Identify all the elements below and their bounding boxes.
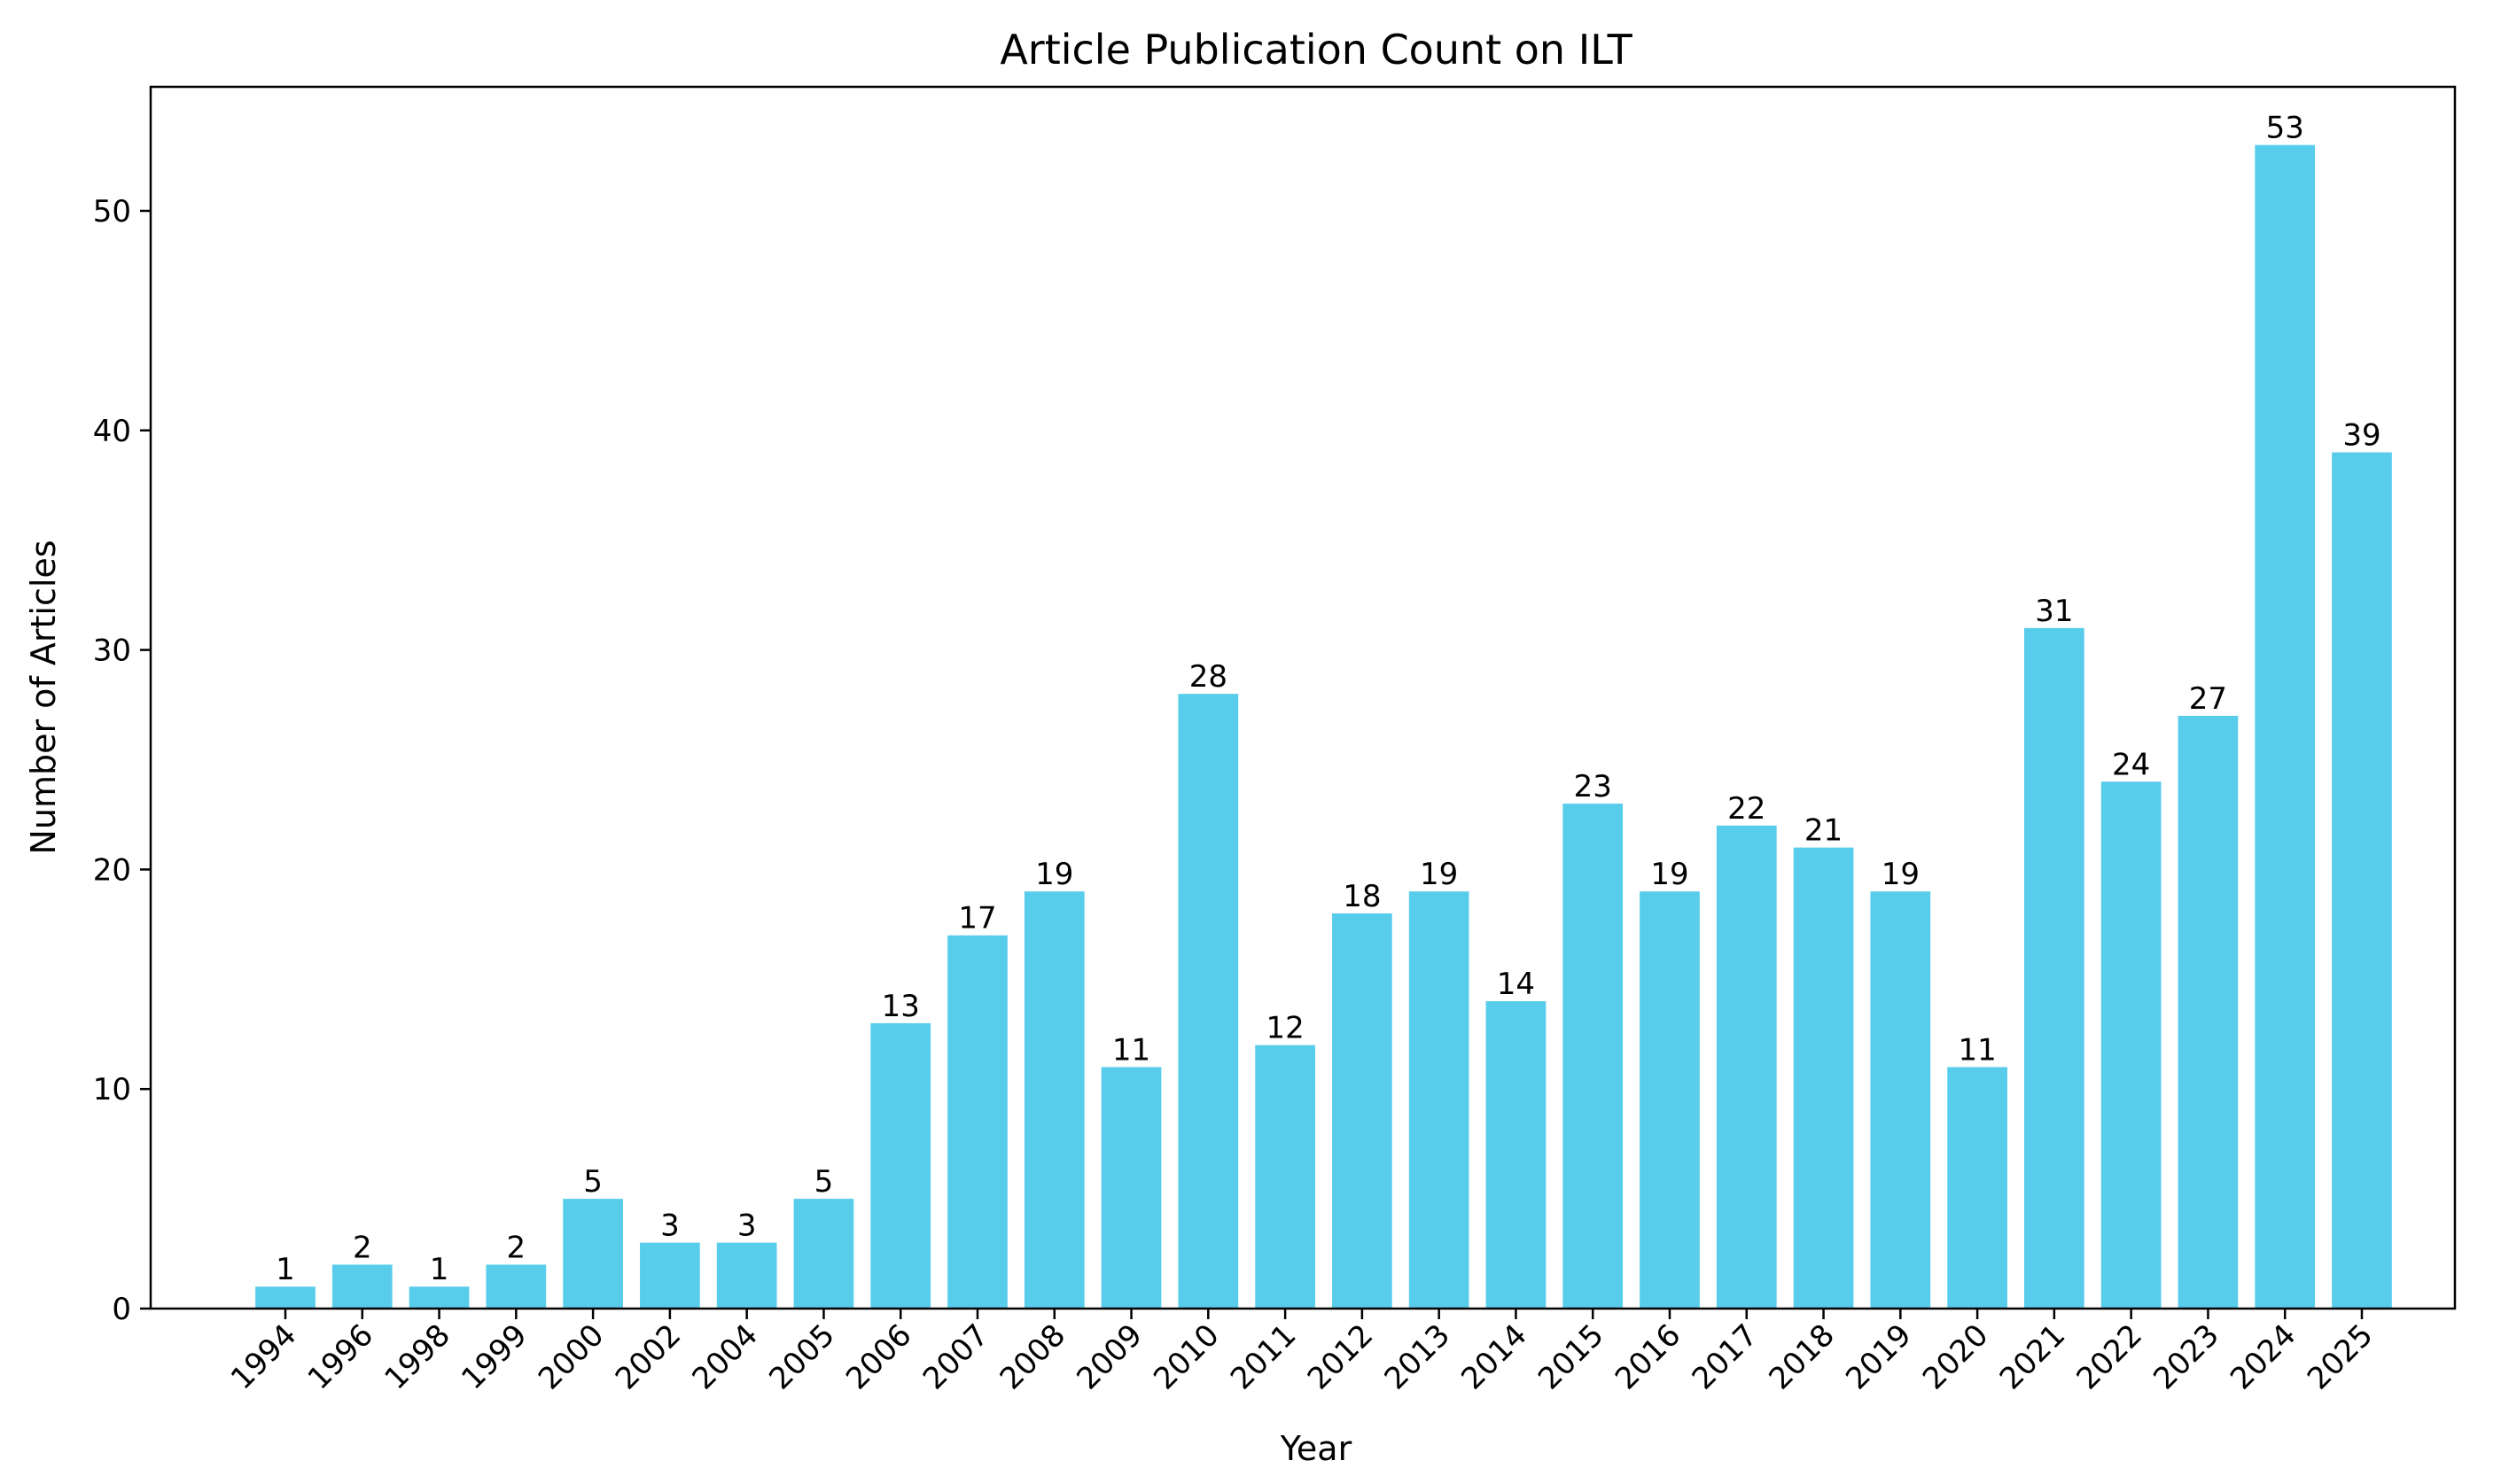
data-label-2014: 14 [1497,967,1535,1002]
bar-2011 [1255,1045,1315,1309]
data-label-2023: 27 [2189,681,2227,717]
bar-2020 [1947,1067,2007,1309]
data-label-2016: 19 [1650,857,1688,892]
y-tick-label: 30 [93,633,131,669]
bar-1998 [409,1286,470,1309]
y-tick-label: 40 [93,414,131,449]
bar-2025 [2332,452,2392,1309]
bar-2015 [1562,804,1624,1309]
y-tick-label: 20 [93,852,131,888]
data-label-2010: 28 [1189,659,1227,695]
y-tick-label: 0 [112,1292,131,1327]
chart-title: Article Publication Count on ILT [1000,26,1632,74]
data-label-2020: 11 [1958,1032,1996,1068]
data-label-2005: 5 [814,1164,834,1200]
bar-2018 [1793,847,1854,1309]
data-label-2006: 13 [882,989,920,1024]
data-label-2022: 24 [2112,747,2150,782]
data-label-2009: 11 [1112,1032,1150,1068]
bar-2023 [2178,715,2239,1309]
bar-2006 [870,1022,931,1309]
bar-2012 [1332,913,1392,1309]
plot-frame [149,85,2457,1310]
bar-2008 [1024,891,1085,1309]
data-label-2024: 53 [2266,111,2304,146]
data-label-1996: 2 [353,1230,372,1265]
data-label-2013: 19 [1420,857,1458,892]
bar-2005 [793,1199,854,1309]
bar-2002 [640,1242,700,1309]
bar-2022 [2100,781,2162,1309]
data-label-2002: 3 [660,1208,680,1244]
data-label-1998: 1 [430,1252,449,1287]
data-label-1994: 1 [276,1252,295,1287]
bar-2010 [1178,694,1239,1309]
bar-2009 [1101,1067,1162,1309]
bar-2013 [1408,891,1469,1309]
y-axis: 0 10 20 30 40 50 [93,194,151,1327]
bar-2019 [1870,891,1931,1309]
data-label-2012: 18 [1343,879,1381,914]
data-label-2004: 3 [737,1208,757,1244]
bars-group [255,144,2392,1309]
bar-1994 [255,1286,316,1309]
data-label-2015: 23 [1574,769,1612,804]
bar-2014 [1485,1001,1547,1309]
data-label-2000: 5 [583,1164,603,1200]
data-label-2008: 19 [1035,857,1073,892]
bar-2016 [1640,891,1700,1309]
data-label-2011: 12 [1266,1011,1304,1046]
bar-2021 [2024,627,2084,1309]
data-label-1999: 2 [507,1230,526,1265]
data-label-2017: 22 [1727,791,1765,827]
bar-2017 [1716,825,1777,1309]
data-label-2021: 31 [2035,594,2073,629]
x-axis-label: Year [1280,1429,1352,1468]
bar-1999 [486,1264,547,1309]
y-axis-label: Number of Articles [24,540,63,854]
bar-2000 [563,1199,623,1309]
data-label-2019: 19 [1882,857,1920,892]
bar-2007 [947,935,1008,1309]
data-label-2007: 17 [958,901,996,936]
y-tick-label: 50 [93,194,131,229]
data-label-2018: 21 [1804,813,1843,849]
data-label-2025: 39 [2342,418,2380,454]
bar-2004 [716,1242,777,1309]
bar-1996 [331,1264,393,1309]
y-tick-label: 10 [93,1072,131,1107]
bar-2024 [2255,144,2316,1309]
